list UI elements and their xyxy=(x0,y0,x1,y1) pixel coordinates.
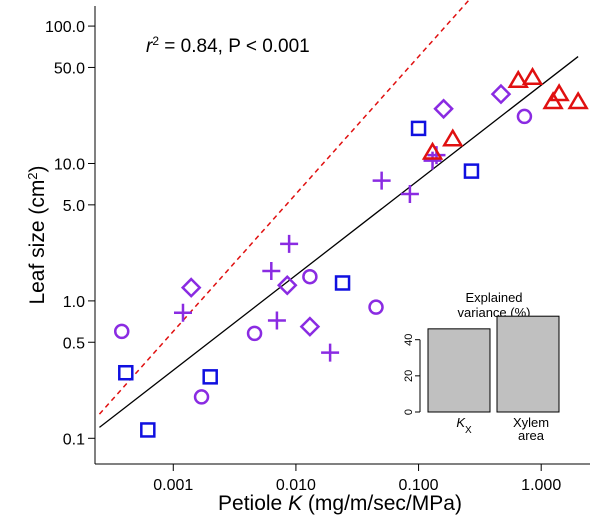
point-square xyxy=(140,422,156,438)
x-tick-label: 1.000 xyxy=(521,477,561,494)
point-triangle xyxy=(442,128,464,147)
point-square xyxy=(410,120,427,137)
plot-frame xyxy=(94,6,590,465)
regression-fit-line xyxy=(99,56,579,428)
y-tick-label: 5.0 xyxy=(63,198,85,215)
r-squared-annotation: r2 = 0.84, P < 0.001 xyxy=(146,34,310,57)
point-circle xyxy=(113,323,130,340)
y-tick-label: 1.0 xyxy=(63,294,85,311)
point-diamond xyxy=(299,316,321,337)
point-plus xyxy=(267,311,286,330)
inset-title-line1: Explained xyxy=(465,290,522,305)
point-triangle xyxy=(548,83,570,102)
point-plus xyxy=(400,184,419,203)
regression-lines xyxy=(98,0,579,428)
x-axis-label: Petiole K (mg/m/sec/MPa) xyxy=(218,492,462,515)
point-circle xyxy=(368,299,384,315)
one-to-one-dashed-line xyxy=(98,0,471,415)
inset-y-axis: 0 20 40 xyxy=(403,334,421,415)
data-points xyxy=(113,66,589,438)
inset-bar xyxy=(496,315,560,413)
inset-y-tick-label: 40 xyxy=(403,334,415,346)
y-tick-label: 10.0 xyxy=(54,156,85,173)
point-triangle xyxy=(507,69,529,88)
point-diamond xyxy=(276,274,298,296)
inset-bar-label-xylem: Xylem xyxy=(513,415,549,430)
point-square xyxy=(118,364,134,381)
point-triangle xyxy=(521,66,544,86)
point-diamond xyxy=(433,98,454,120)
point-plus xyxy=(321,343,340,362)
inset-y-tick-label: 20 xyxy=(403,370,415,382)
y-tick-label: 50.0 xyxy=(54,60,85,77)
point-triangle xyxy=(567,91,589,110)
inset-bar xyxy=(427,328,491,413)
point-diamond xyxy=(490,83,512,105)
point-triangle xyxy=(421,141,444,160)
x-tick-label: 0.010 xyxy=(276,477,316,494)
y-tick-label: 100.0 xyxy=(45,19,85,36)
point-circle xyxy=(193,389,210,405)
point-circle xyxy=(516,108,533,125)
point-plus xyxy=(280,234,299,253)
point-plus xyxy=(262,262,281,281)
y-axis: 0.1 0.5 1.0 5.0 10.0 50.0 100.0 xyxy=(45,19,95,448)
x-tick-label: 0.001 xyxy=(153,477,193,494)
y-tick-label: 0.1 xyxy=(63,431,85,448)
point-plus xyxy=(173,303,192,322)
point-plus xyxy=(372,171,391,190)
point-diamond xyxy=(180,277,202,298)
point-square xyxy=(202,369,218,385)
point-circle xyxy=(246,325,263,342)
y-axis-label: Leaf size (cm2) xyxy=(25,165,50,304)
point-circle xyxy=(302,268,318,285)
point-square xyxy=(463,163,480,179)
inset-bar-label-area: area xyxy=(518,428,545,443)
x-axis: 0.001 0.010 0.100 1.000 xyxy=(153,464,561,494)
y-tick-label: 0.5 xyxy=(63,335,85,352)
point-square xyxy=(334,275,351,291)
x-tick-label: 0.100 xyxy=(399,477,439,494)
inset-bar-label-kx: KX xyxy=(456,415,472,436)
inset-y-tick-label: 0 xyxy=(403,409,415,415)
inset-bars xyxy=(427,315,560,413)
